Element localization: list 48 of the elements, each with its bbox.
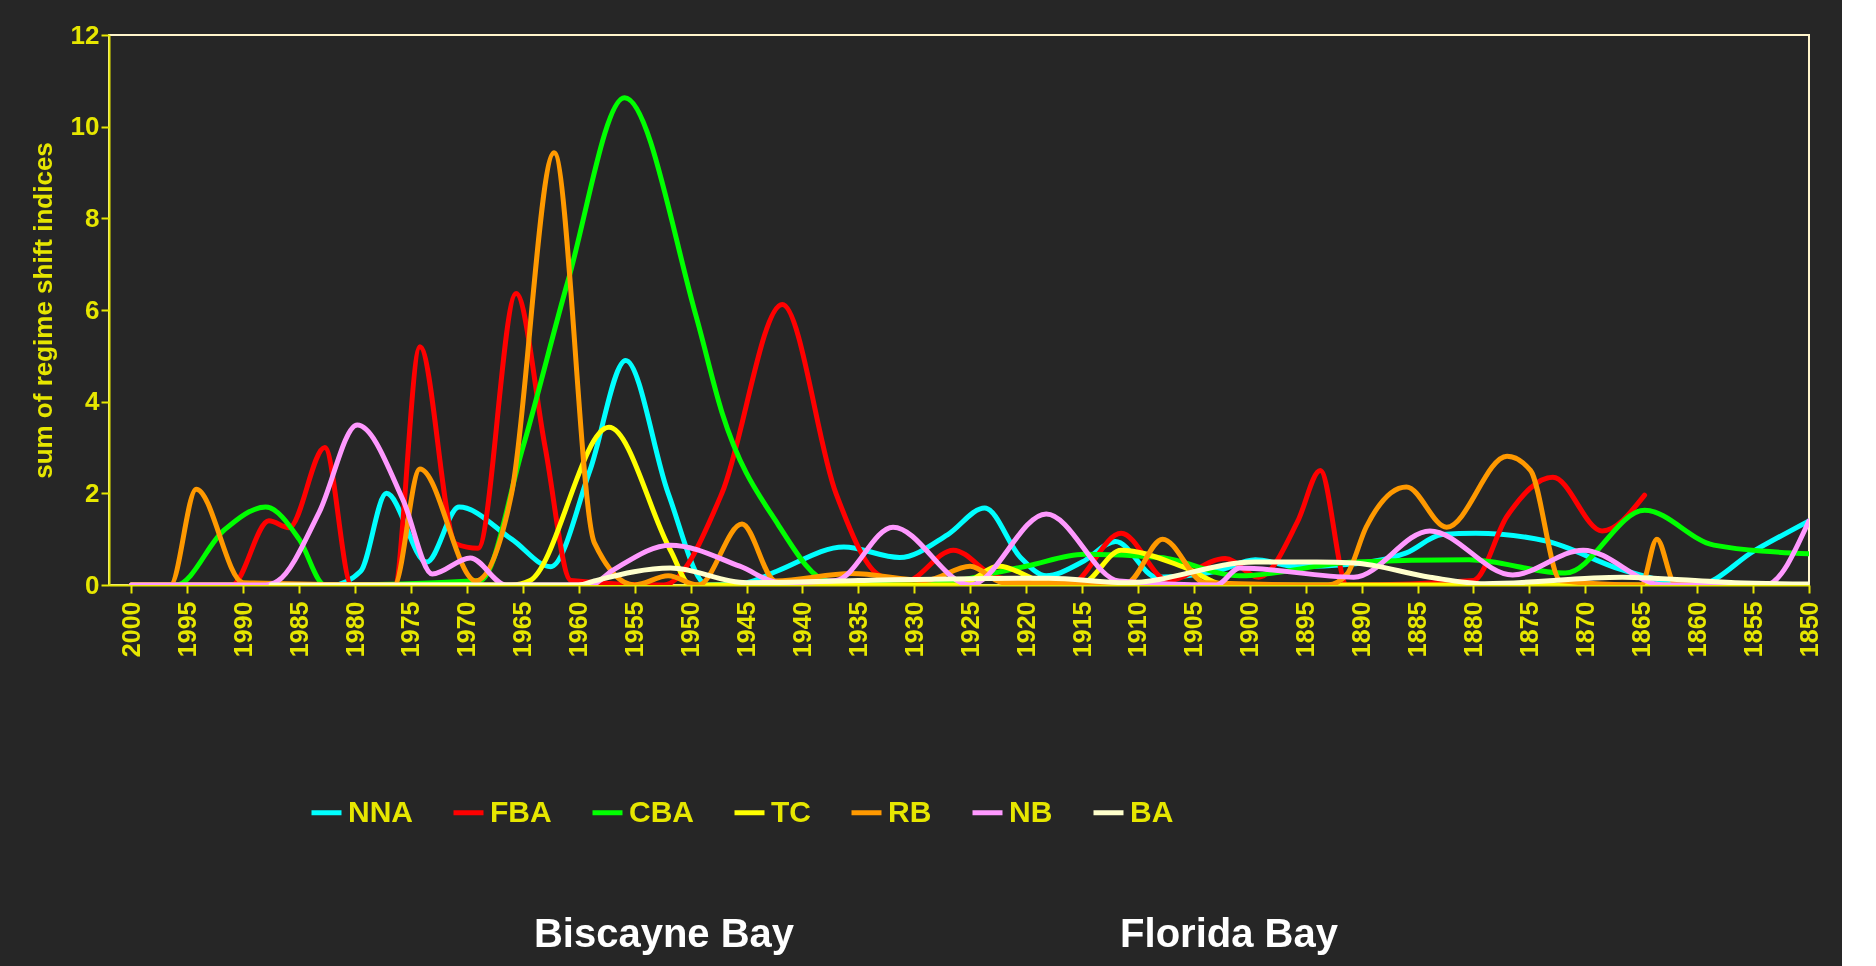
x-tick-label: 1960 bbox=[564, 601, 593, 658]
x-tick-label: 1940 bbox=[787, 601, 816, 658]
x-tick-label: 1980 bbox=[340, 601, 369, 658]
x-tick-label: 1950 bbox=[676, 601, 705, 658]
y-tick-label: 0 bbox=[85, 569, 100, 600]
x-tick-label: 1850 bbox=[1794, 601, 1823, 658]
y-tick-label: 8 bbox=[85, 202, 100, 233]
x-tick-label: 1910 bbox=[1123, 601, 1152, 658]
x-tick-label: 1975 bbox=[396, 601, 425, 658]
legend-label: RB bbox=[888, 794, 932, 828]
x-tick-label: 1870 bbox=[1570, 601, 1599, 658]
x-tick-label: 1905 bbox=[1179, 601, 1208, 658]
x-tick-label: 1880 bbox=[1458, 601, 1487, 658]
x-tick-label: 1900 bbox=[1235, 601, 1264, 658]
y-tick-label: 12 bbox=[70, 19, 100, 50]
x-tick-label: 1885 bbox=[1403, 601, 1432, 658]
y-tick-label: 10 bbox=[70, 111, 100, 142]
legend-label: BA bbox=[1130, 794, 1174, 828]
x-tick-label: 1935 bbox=[843, 601, 872, 658]
text: Florida Bay bbox=[1120, 911, 1339, 955]
x-tick-label: 1925 bbox=[955, 601, 984, 658]
legend-label: NB bbox=[1009, 794, 1053, 828]
x-tick-label: 1920 bbox=[1011, 601, 1040, 658]
x-tick-label: 1965 bbox=[508, 601, 537, 658]
y-tick-label: 2 bbox=[85, 477, 100, 508]
legend-label: CBA bbox=[629, 794, 694, 828]
x-tick-label: 1895 bbox=[1291, 601, 1320, 658]
x-tick-label: 1930 bbox=[899, 601, 928, 658]
x-tick-label: 1995 bbox=[172, 601, 201, 658]
x-tick-label: 1890 bbox=[1347, 601, 1376, 658]
x-tick-label: 1915 bbox=[1067, 601, 1096, 658]
x-tick-label: 1985 bbox=[284, 601, 313, 658]
legend-label: TC bbox=[771, 794, 811, 828]
legend-label: FBA bbox=[490, 794, 552, 828]
x-tick-label: 2000 bbox=[116, 601, 145, 658]
y-tick-label: 4 bbox=[85, 386, 101, 417]
legend-label: NNA bbox=[348, 794, 413, 828]
y-tick-label: 6 bbox=[85, 294, 100, 325]
x-tick-label: 1860 bbox=[1682, 601, 1711, 658]
x-tick-label: 1865 bbox=[1626, 601, 1655, 658]
x-tick-label: 1970 bbox=[452, 601, 481, 658]
x-tick-label: 1875 bbox=[1514, 601, 1543, 658]
x-tick-label: 1955 bbox=[620, 601, 649, 658]
x-tick-label: 1855 bbox=[1738, 601, 1767, 658]
x-tick-label: 1990 bbox=[228, 601, 257, 658]
x-tick-label: 1945 bbox=[732, 601, 760, 658]
text: Biscayne Bay bbox=[533, 911, 795, 955]
y-axis-title: sum of regime shift indices bbox=[27, 142, 58, 479]
